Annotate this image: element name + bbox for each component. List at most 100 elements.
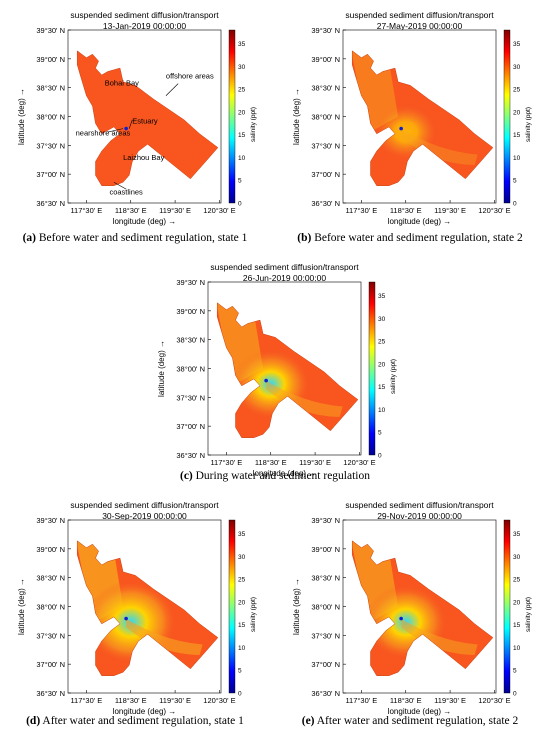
map-panel: suspended sediment diffusion/transport 27… bbox=[275, 0, 545, 232]
colorbar-tick-label: 20 bbox=[513, 599, 521, 606]
caption-text: During water and sediment regulation bbox=[192, 470, 370, 482]
y-axis-label: latitude (deg) → bbox=[17, 578, 26, 635]
colorbar-label: salinity (ppt) bbox=[525, 597, 532, 632]
y-tick-label: 36°30' N bbox=[311, 199, 340, 208]
chart-title: suspended sediment diffusion/transport bbox=[210, 262, 359, 272]
y-tick-label: 39°30' N bbox=[36, 516, 65, 525]
annotation-arrow bbox=[165, 83, 179, 96]
map-annotation: coastlines bbox=[109, 187, 143, 196]
chart-title: suspended sediment diffusion/transport bbox=[345, 500, 494, 510]
colorbar-tick-label: 35 bbox=[513, 531, 521, 538]
chart-subtitle: 13-Jan-2019 00:00:00 bbox=[103, 21, 186, 31]
colorbar-tick-label: 0 bbox=[513, 201, 517, 208]
figure-caption: (d) After water and sediment regulation,… bbox=[0, 715, 270, 727]
y-tick-label: 38°30' N bbox=[36, 574, 65, 583]
x-tick-label: 119°30' E bbox=[159, 696, 191, 705]
y-tick-label: 38°00' N bbox=[36, 113, 65, 122]
y-tick-label: 39°00' N bbox=[311, 545, 340, 554]
caption-label: (d) bbox=[26, 715, 41, 727]
colorbar-tick-label: 30 bbox=[513, 554, 521, 561]
x-axis-label: longitude (deg) → bbox=[388, 707, 452, 716]
colorbar-tick-label: 5 bbox=[238, 668, 242, 675]
y-tick-label: 38°30' N bbox=[311, 84, 340, 93]
colorbar-tick-label: 10 bbox=[513, 645, 521, 652]
river-mouth-marker bbox=[124, 126, 128, 131]
river-mouth-marker bbox=[124, 616, 128, 621]
colorbar-tick-label: 25 bbox=[513, 87, 521, 94]
colorbar-tick-label: 0 bbox=[378, 453, 382, 460]
colorbar bbox=[228, 519, 236, 694]
colorbar-tick-label: 10 bbox=[513, 155, 521, 162]
y-tick-label: 39°00' N bbox=[176, 307, 205, 316]
y-tick-label: 37°30' N bbox=[36, 631, 65, 640]
salinity-map-chart: suspended sediment diffusion/transport29… bbox=[292, 500, 532, 716]
map-annotation: Laizhou Bay bbox=[123, 153, 165, 162]
map-panel: suspended sediment diffusion/transport 30… bbox=[0, 490, 270, 722]
chart-title: suspended sediment diffusion/transport bbox=[70, 500, 219, 510]
y-tick-label: 38°00' N bbox=[176, 365, 205, 374]
x-axis-label: longitude (deg) → bbox=[113, 217, 177, 226]
y-tick-label: 38°30' N bbox=[36, 84, 65, 93]
colorbar-tick-label: 30 bbox=[513, 64, 521, 71]
y-tick-label: 36°30' N bbox=[36, 199, 65, 208]
colorbar-tick-label: 0 bbox=[513, 691, 517, 698]
x-tick-label: 119°30' E bbox=[434, 696, 466, 705]
y-tick-label: 37°00' N bbox=[311, 170, 340, 179]
caption-text: After water and sediment regulation, sta… bbox=[314, 715, 519, 727]
coastline bbox=[351, 50, 494, 186]
colorbar-tick-label: 0 bbox=[238, 201, 242, 208]
x-axis-label: longitude (deg) → bbox=[388, 217, 452, 226]
river-mouth-marker bbox=[399, 126, 403, 131]
y-tick-label: 37°00' N bbox=[311, 660, 340, 669]
coastline bbox=[76, 50, 219, 186]
colorbar-tick-label: 25 bbox=[513, 577, 521, 584]
coastline bbox=[76, 540, 219, 676]
x-tick-label: 120°30' E bbox=[478, 206, 510, 215]
chart-title: suspended sediment diffusion/transport bbox=[345, 10, 494, 20]
y-tick-label: 39°30' N bbox=[176, 278, 205, 287]
plume-tongue bbox=[126, 618, 203, 655]
coastline bbox=[216, 302, 359, 438]
y-tick-label: 37°00' N bbox=[176, 422, 205, 431]
colorbar-tick-label: 20 bbox=[238, 599, 246, 606]
y-tick-label: 36°30' N bbox=[36, 689, 65, 698]
chart-subtitle: 27-May-2019 00:00:00 bbox=[377, 21, 463, 31]
x-tick-label: 119°30' E bbox=[299, 458, 331, 467]
caption-label: (c) bbox=[179, 470, 193, 482]
y-tick-label: 39°00' N bbox=[311, 55, 340, 64]
salinity-map-chart: suspended sediment diffusion/transport26… bbox=[157, 262, 397, 478]
x-tick-label: 118°30' E bbox=[390, 206, 422, 215]
annotation-arrow bbox=[128, 119, 133, 129]
chart-subtitle: 29-Nov-2019 00:00:00 bbox=[377, 511, 462, 521]
colorbar bbox=[503, 519, 511, 694]
colorbar-tick-label: 15 bbox=[378, 384, 386, 391]
y-tick-label: 37°30' N bbox=[176, 393, 205, 402]
plume-tongue bbox=[401, 618, 478, 655]
y-tick-label: 37°00' N bbox=[36, 660, 65, 669]
y-axis-label: latitude (deg) → bbox=[292, 88, 301, 145]
caption-text: Before water and sediment regulation, st… bbox=[311, 232, 523, 244]
colorbar-tick-label: 35 bbox=[238, 41, 246, 48]
x-tick-label: 118°30' E bbox=[115, 206, 147, 215]
map-annotation: Estuary bbox=[132, 116, 158, 125]
colorbar-label: salinity (ppt) bbox=[250, 107, 257, 142]
caption-text: After water and sediment regulation, sta… bbox=[40, 715, 244, 727]
y-tick-label: 39°30' N bbox=[311, 26, 340, 35]
salinity-map-chart: suspended sediment diffusion/transport30… bbox=[17, 500, 257, 716]
colorbar-tick-label: 35 bbox=[513, 41, 521, 48]
annotation-arrow bbox=[107, 128, 124, 133]
colorbar-tick-label: 20 bbox=[513, 109, 521, 116]
y-tick-label: 38°00' N bbox=[311, 603, 340, 612]
colorbar-tick-label: 15 bbox=[238, 132, 246, 139]
colorbar-tick-label: 35 bbox=[378, 293, 386, 300]
map-panel: suspended sediment diffusion/transport 29… bbox=[275, 490, 545, 722]
x-tick-label: 120°30' E bbox=[478, 696, 510, 705]
y-tick-label: 36°30' N bbox=[176, 451, 205, 460]
x-axis-label: longitude (deg) → bbox=[113, 707, 177, 716]
plume-tongue bbox=[401, 128, 478, 165]
y-tick-label: 38°00' N bbox=[311, 113, 340, 122]
x-tick-label: 117°30' E bbox=[70, 206, 102, 215]
figure-caption: (b) Before water and sediment regulation… bbox=[275, 232, 545, 244]
x-tick-label: 117°30' E bbox=[345, 696, 377, 705]
x-tick-label: 117°30' E bbox=[70, 696, 102, 705]
